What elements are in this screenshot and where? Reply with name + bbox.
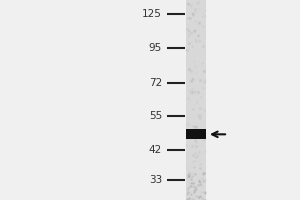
Text: 33: 33 <box>149 175 162 185</box>
Text: 42: 42 <box>149 145 162 155</box>
Text: 72: 72 <box>149 78 162 88</box>
Bar <box>186 129 206 139</box>
Text: 95: 95 <box>149 43 162 53</box>
Text: 125: 125 <box>142 9 162 19</box>
Text: 55: 55 <box>149 111 162 121</box>
Bar <box>186 0 206 200</box>
